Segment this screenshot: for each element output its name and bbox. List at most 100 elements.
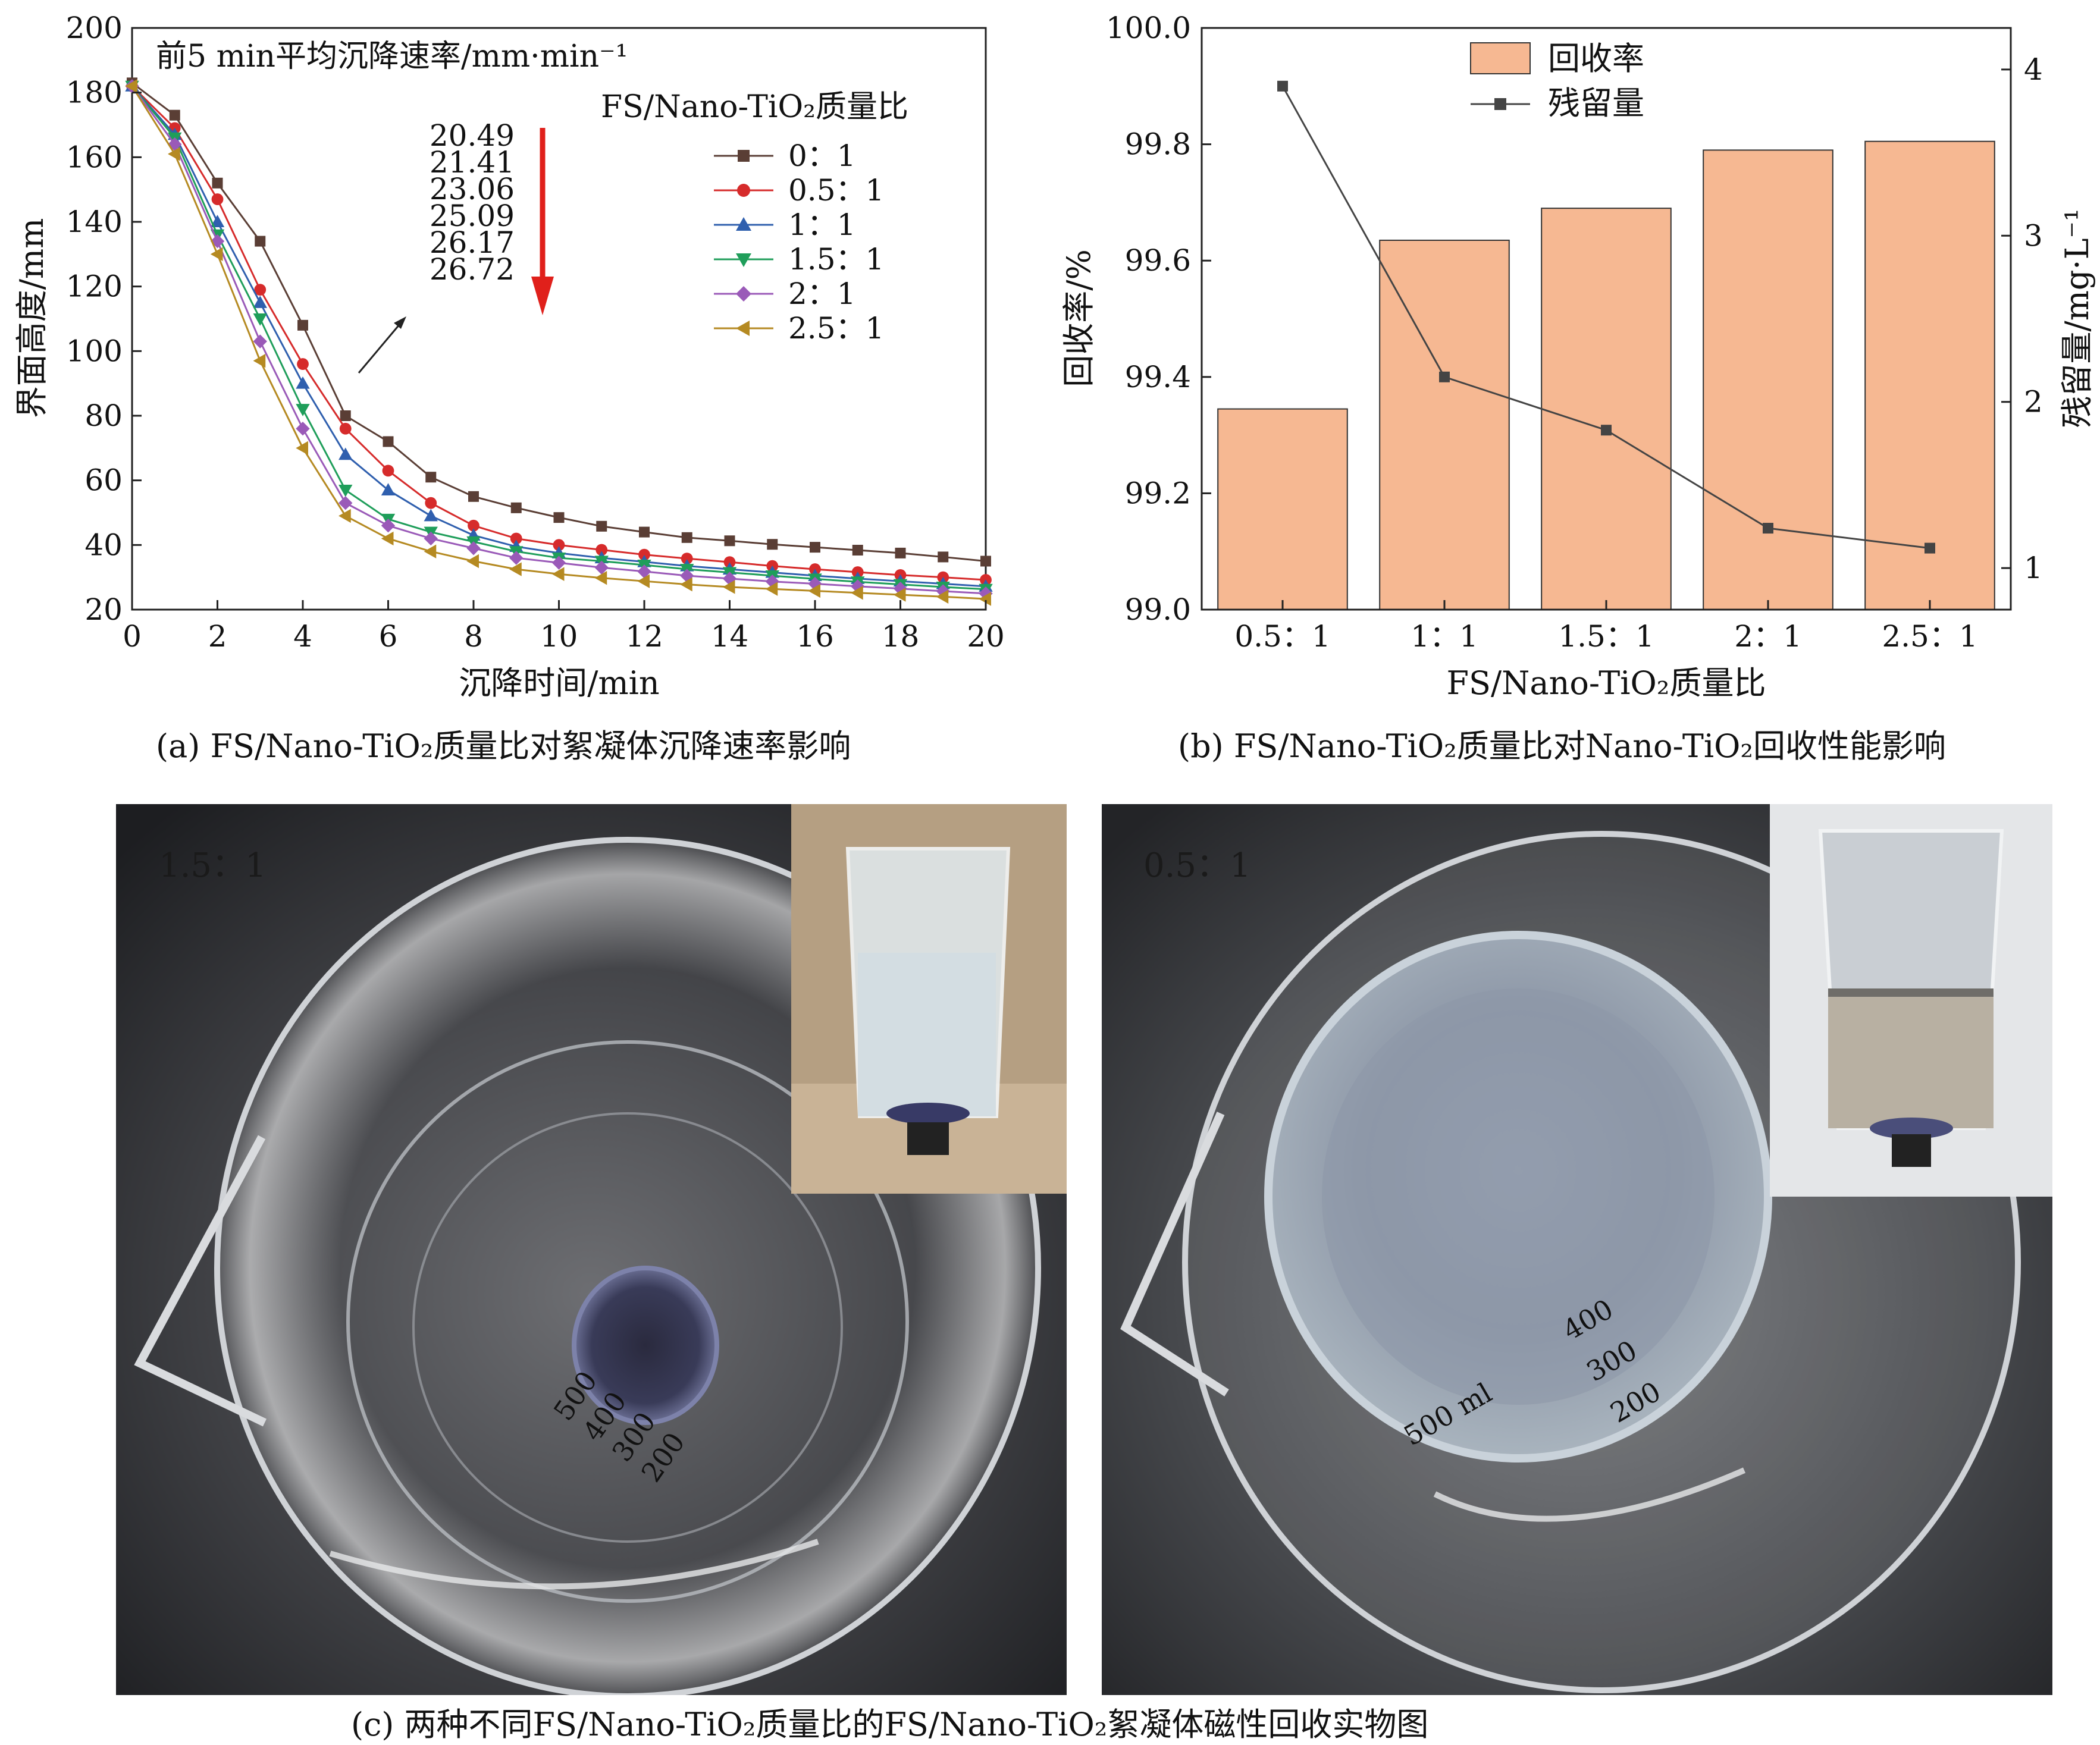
data-point xyxy=(724,535,735,547)
data-point xyxy=(425,472,437,483)
data-point xyxy=(852,545,863,556)
legend-marker xyxy=(736,321,750,336)
data-point xyxy=(424,531,438,546)
data-point xyxy=(339,422,352,435)
rate-value: 26.72 xyxy=(430,252,515,287)
y-tick-label: 40 xyxy=(84,528,123,562)
data-point xyxy=(594,560,609,575)
data-point xyxy=(893,588,906,602)
data-point xyxy=(296,376,310,389)
data-point xyxy=(466,541,481,555)
x-tick-label: 2：1 xyxy=(1734,619,1802,654)
photo-right-beaker: 500 ml 400 300 200 0.5：1 xyxy=(1102,804,2052,1695)
data-point xyxy=(765,582,778,596)
y-axis-label: 界面高度/mm xyxy=(13,218,51,419)
data-point xyxy=(466,554,479,569)
data-point xyxy=(296,441,308,456)
photo-left-beaker: 500 400 300 200 1.5：1 xyxy=(116,804,1067,1695)
y-tick-label: 100 xyxy=(66,334,123,368)
settling-height-chart: 0 2 4 6 8 10 12 14 16 18 20 20 40 60 80 100 120 140 160 180… xyxy=(13,11,1005,702)
data-point xyxy=(553,539,565,551)
rate-annotation-title: 前5 min平均沉降速率/mm·min⁻¹ xyxy=(156,39,628,74)
data-point xyxy=(895,547,906,558)
data-point xyxy=(424,509,438,522)
data-point xyxy=(212,177,223,189)
y-tick-label: 200 xyxy=(66,11,123,45)
data-point xyxy=(638,548,650,561)
data-point xyxy=(210,247,223,262)
x-tick-label: 14 xyxy=(711,619,749,654)
legend-marker xyxy=(736,217,751,231)
rate-value: 20.49 xyxy=(430,118,515,153)
pointer-arrowhead xyxy=(394,316,406,329)
recovery-bar xyxy=(1217,408,1348,611)
legend-bar-swatch xyxy=(1470,42,1531,74)
data-point xyxy=(211,193,224,205)
x-tick-label: 8 xyxy=(464,619,483,654)
data-point xyxy=(680,569,694,583)
y-left-tick-label: 99.8 xyxy=(1125,127,1191,162)
rate-value: 25.09 xyxy=(430,199,515,233)
data-point xyxy=(808,583,820,598)
legend-label: 残留量 xyxy=(1548,84,1644,122)
data-point xyxy=(980,555,991,567)
y-tick-label: 180 xyxy=(66,76,123,110)
rate-value: 23.06 xyxy=(430,172,515,206)
magnetic-floc-spot xyxy=(572,1266,719,1425)
caption-c: (c) 两种不同FS/Nano-TiO₂质量比的FS/Nano-TiO₂絮凝体磁… xyxy=(351,1706,1429,1743)
data-point xyxy=(125,79,137,93)
data-point xyxy=(722,580,735,594)
y-tick-label: 60 xyxy=(84,463,123,498)
y-tick-label: 80 xyxy=(84,398,123,433)
y-left-tick-label: 100.0 xyxy=(1106,11,1191,45)
data-point xyxy=(509,551,524,565)
data-point xyxy=(551,567,565,581)
legend-label: 0.5：1 xyxy=(788,173,884,208)
x-tick-label: 2.5：1 xyxy=(1882,619,1977,654)
legend-marker xyxy=(738,150,750,162)
data-point xyxy=(680,577,692,592)
data-point xyxy=(254,284,267,296)
x-tick-label: 16 xyxy=(796,619,834,654)
x-tick-label: 0 xyxy=(123,619,142,654)
y-left-tick-label: 99.4 xyxy=(1125,360,1191,394)
x-tick-label: 10 xyxy=(540,619,578,654)
beaker-spout xyxy=(1120,1112,1229,1396)
x-tick-label: 0.5：1 xyxy=(1234,619,1330,654)
data-point xyxy=(296,422,310,436)
residual-point xyxy=(1763,523,1773,534)
data-point xyxy=(723,556,736,569)
recovery-bar xyxy=(1864,140,1995,610)
y-tick-label: 120 xyxy=(66,269,123,304)
pointer-arrow xyxy=(358,324,401,374)
legend-label: 回收率 xyxy=(1548,40,1644,77)
data-point xyxy=(851,586,863,600)
inset-side-view xyxy=(791,804,1067,1194)
y-left-tick-label: 99.6 xyxy=(1125,243,1191,278)
y-left-tick-label: 99.2 xyxy=(1125,476,1191,510)
residual-point xyxy=(1925,542,1935,554)
beaker-spout xyxy=(134,1135,267,1427)
data-point xyxy=(255,236,266,247)
residual-point xyxy=(1601,425,1612,436)
rate-value: 21.41 xyxy=(430,145,515,180)
legend-title: FS/Nano-TiO₂质量比 xyxy=(601,89,908,125)
data-point xyxy=(767,539,778,550)
recovery-bar xyxy=(1379,239,1510,611)
data-point xyxy=(510,532,522,545)
data-point xyxy=(639,526,650,538)
data-point xyxy=(681,553,693,565)
data-point xyxy=(810,542,820,553)
y-right-tick-label: 4 xyxy=(2024,52,2043,87)
data-point xyxy=(381,531,394,546)
data-point xyxy=(253,296,267,308)
data-point xyxy=(594,571,607,585)
data-point xyxy=(296,404,310,416)
recovery-performance-chart: 99.0 99.2 99.4 99.6 99.8 100.0 1 2 3 4 0.5：1 1：1 1.5… xyxy=(1060,11,2096,702)
data-point xyxy=(596,520,607,532)
y-tick-label: 160 xyxy=(66,140,123,174)
data-point xyxy=(424,544,437,558)
legend-label: 1：1 xyxy=(788,208,856,242)
inset-side-view xyxy=(1770,804,2052,1197)
x-tick-label: 4 xyxy=(293,619,312,654)
